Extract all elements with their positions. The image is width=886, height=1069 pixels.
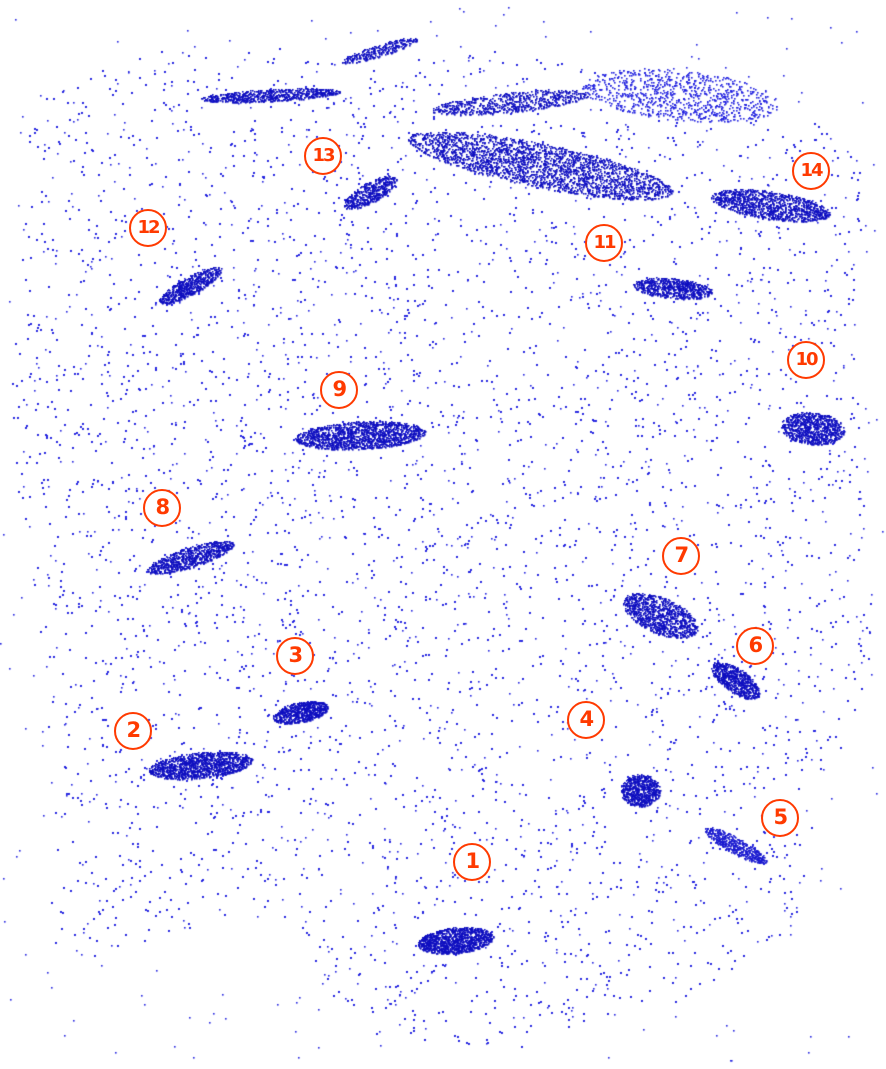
marker-14: 14 — [792, 152, 830, 190]
marker-8: 8 — [143, 489, 181, 527]
marker-9: 9 — [320, 371, 358, 409]
marker-2: 2 — [114, 712, 152, 750]
marker-11: 11 — [585, 224, 623, 262]
marker-5: 5 — [761, 799, 799, 837]
marker-7: 7 — [662, 537, 700, 575]
marker-12: 12 — [129, 209, 167, 247]
marker-3: 3 — [276, 637, 314, 675]
marker-6: 6 — [736, 627, 774, 665]
marker-4: 4 — [567, 701, 605, 739]
marker-1: 1 — [453, 843, 491, 881]
marker-10: 10 — [787, 341, 825, 379]
marker-13: 13 — [304, 137, 342, 175]
